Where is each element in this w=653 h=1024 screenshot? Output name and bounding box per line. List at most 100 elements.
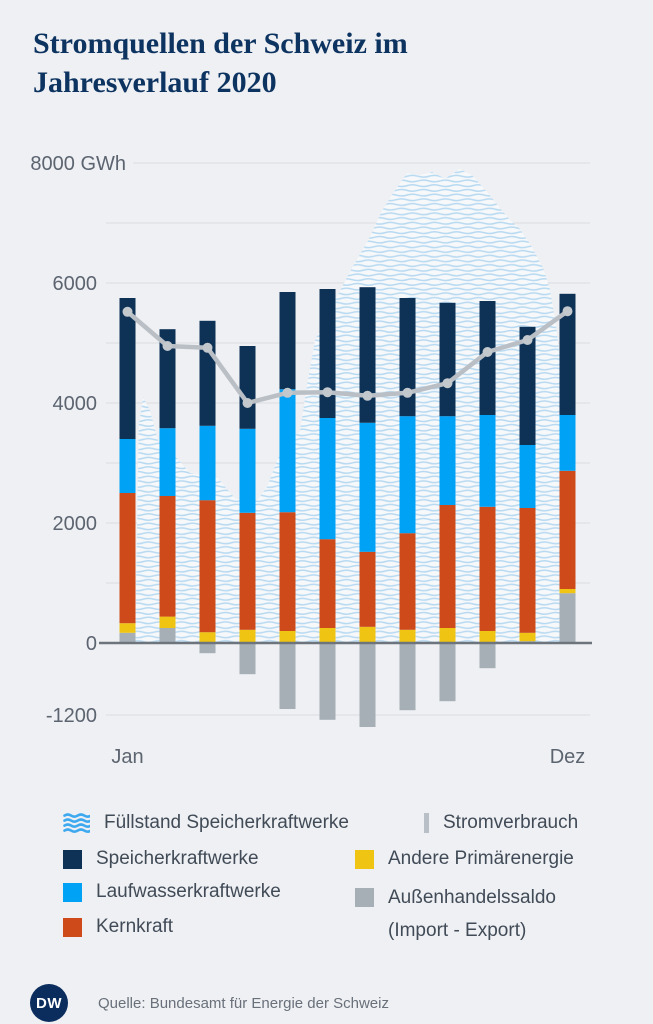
bar-segment-aussenhandelssaldo-negative <box>239 643 256 675</box>
legend-label-speicherkraftwerke: Speicherkraftwerke <box>96 848 259 869</box>
footer: DW Quelle: Bundesamt für Energie der Sch… <box>30 984 389 1022</box>
stromverbrauch-dot <box>482 347 493 357</box>
bar-segment-andere-primaerenergie <box>119 623 136 633</box>
y-axis-tick-label: 0 <box>86 633 97 655</box>
bar-segment-laufwasserkraftwerke <box>279 389 296 513</box>
y-axis-tick-label: 8000 GWh <box>30 153 126 175</box>
legend-label-aussenhandelssaldo-line2: (Import - Export) <box>388 920 527 941</box>
orange-swatch-icon <box>63 917 82 937</box>
bar-segment-speicherkraftwerke <box>559 293 576 415</box>
bar-segment-laufwasserkraftwerke <box>119 439 136 493</box>
legend-item-speicherkraftwerke: Speicherkraftwerke <box>63 848 259 870</box>
stromverbrauch-line <box>125 308 570 406</box>
bar-segment-kernkraft <box>559 470 576 589</box>
gray-swatch-icon <box>355 888 374 907</box>
bar-segment-speicherkraftwerke <box>479 301 496 415</box>
chart-canvas: 8000 GWh 6000 4000 2000 0 -1200 Jan Dez <box>30 153 592 768</box>
bar-segment-kernkraft <box>239 512 256 630</box>
bar-segment-andere-primaerenergie <box>399 629 416 643</box>
bar-segment-kernkraft <box>399 533 416 630</box>
bar-segment-laufwasserkraftwerke <box>199 425 216 501</box>
bar-segment-kernkraft <box>519 508 536 633</box>
bar-segment-kernkraft <box>359 551 376 627</box>
bar-segment-andere-primaerenergie <box>279 631 296 643</box>
stromverbrauch-dot <box>402 387 413 398</box>
x-axis-label: Jan <box>111 746 143 768</box>
bar-segment-andere-primaerenergie <box>199 632 216 643</box>
bar-segment-laufwasserkraftwerke <box>479 415 496 507</box>
dw-logo-text: DW <box>36 994 62 1012</box>
bar-segment-speicherkraftwerke <box>399 298 416 417</box>
bar-segment-andere-primaerenergie <box>239 629 256 643</box>
legend-item-laufwasserkraftwerke: Laufwasserkraftwerke <box>63 881 281 903</box>
bar-segment-aussenhandelssaldo-negative <box>279 643 296 709</box>
y-axis-tick-label: 4000 <box>53 393 98 415</box>
legend-item-stromverbrauch: Stromverbrauch <box>424 812 578 834</box>
bar-segment-speicherkraftwerke <box>439 302 456 417</box>
bar-segment-speicherkraftwerke <box>199 320 216 426</box>
legend-item-kernkraft: Kernkraft <box>63 916 173 938</box>
bar-segment-speicherkraftwerke <box>279 292 296 390</box>
bar-segment-laufwasserkraftwerke <box>559 415 576 471</box>
bar-segment-laufwasserkraftwerke <box>319 418 336 540</box>
bar-segment-speicherkraftwerke <box>519 326 536 445</box>
bar-segment-aussenhandelssaldo <box>119 632 136 643</box>
stromverbrauch-dot <box>242 398 253 408</box>
legend-label-laufwasserkraftwerke: Laufwasserkraftwerke <box>96 881 281 902</box>
legend-label-andere-primaerenergie: Andere Primärenergie <box>388 848 574 869</box>
bar-segment-kernkraft <box>199 500 216 633</box>
bar-segment-speicherkraftwerke <box>159 329 176 429</box>
legend-item-aussenhandelssaldo: Außenhandelssaldo (Import - Export) <box>355 881 556 947</box>
stromverbrauch-dot <box>122 306 133 317</box>
bar-segment-andere-primaerenergie <box>159 616 176 628</box>
bar-segment-aussenhandelssaldo-negative <box>359 643 376 727</box>
y-axis-tick-label: 6000 <box>53 273 98 295</box>
x-axis-label: Dez <box>550 746 586 768</box>
line-swatch-icon <box>424 813 429 833</box>
source-note: Quelle: Bundesamt für Energie der Schwei… <box>98 994 389 1012</box>
bar-segment-andere-primaerenergie <box>439 628 456 643</box>
bar-segment-laufwasserkraftwerke <box>439 416 456 505</box>
dw-logo: DW <box>30 984 68 1022</box>
bar-segment-aussenhandelssaldo-negative <box>479 643 496 669</box>
bar-segment-laufwasserkraftwerke <box>159 428 176 496</box>
bar-segment-kernkraft <box>119 493 136 624</box>
chart-title-line1: Stromquellen der Schweiz im <box>33 27 408 60</box>
bar-segment-aussenhandelssaldo-negative <box>319 643 336 720</box>
legend-label-aussenhandelssaldo: Außenhandelssaldo (Import - Export) <box>388 881 556 947</box>
stromverbrauch-dot <box>202 342 213 353</box>
bar-segment-laufwasserkraftwerke <box>519 445 536 508</box>
legend-label-kernkraft: Kernkraft <box>96 916 174 937</box>
chart-title-line2: Jahresverlauf 2020 <box>33 66 277 99</box>
bar-segment-kernkraft <box>439 505 456 628</box>
stromverbrauch-dot <box>162 341 173 351</box>
stromverbrauch-dot <box>562 306 573 317</box>
y-axis-tick-label: -1200 <box>46 705 97 727</box>
legend: Füllstand Speicherkraftwerke Stromverbra… <box>0 808 653 968</box>
bar-segment-speicherkraftwerke <box>119 298 136 439</box>
bar-segment-aussenhandelssaldo <box>159 628 176 643</box>
yellow-swatch-icon <box>355 849 374 869</box>
bar-segment-aussenhandelssaldo-negative <box>439 643 456 702</box>
stromverbrauch-dot <box>362 390 373 401</box>
navy-swatch-icon <box>63 849 82 869</box>
legend-item-andere-primaerenergie: Andere Primärenergie <box>355 848 574 870</box>
bar-segment-speicherkraftwerke <box>359 287 376 423</box>
bar-segment-aussenhandelssaldo-negative <box>199 643 216 654</box>
legend-label-stromverbrauch: Stromverbrauch <box>443 812 579 833</box>
bar-segment-andere-primaerenergie <box>519 632 536 642</box>
stromverbrauch-dot <box>522 335 533 345</box>
bar-segment-aussenhandelssaldo <box>559 593 576 643</box>
bar-segment-speicherkraftwerke <box>239 346 256 429</box>
legend-label-aussenhandelssaldo-line1: Außenhandelssaldo <box>388 887 556 908</box>
bar-segment-kernkraft <box>279 512 296 631</box>
stromverbrauch-dot <box>282 387 293 398</box>
chart-title: Stromquellen der Schweiz im Jahresverlau… <box>33 24 613 102</box>
bar-segment-andere-primaerenergie <box>479 631 496 643</box>
bar-segment-andere-primaerenergie <box>359 626 376 643</box>
legend-item-fuellstand: Füllstand Speicherkraftwerke <box>63 812 349 834</box>
y-axis-tick-label: 2000 <box>53 513 98 535</box>
stromverbrauch-dot <box>442 378 453 389</box>
stromverbrauch-dots <box>122 306 573 408</box>
